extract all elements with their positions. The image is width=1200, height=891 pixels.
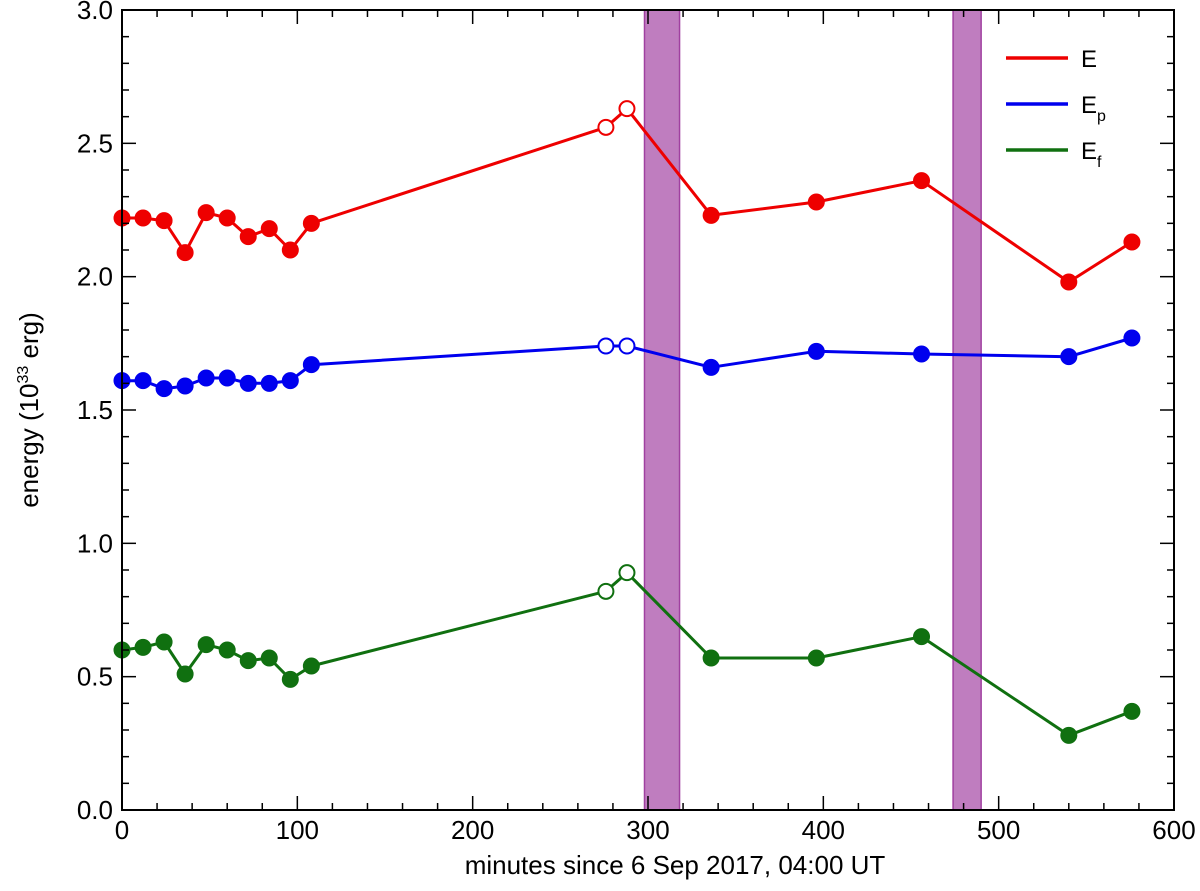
- y-tick-label: 1.5: [77, 395, 113, 425]
- series-1-point: [618, 100, 636, 118]
- series-1-point: [176, 244, 194, 262]
- y-tick-label: 2.0: [77, 262, 113, 292]
- series-1-point: [1123, 233, 1141, 251]
- x-axis-label: minutes since 6 Sep 2017, 04:00 UT: [465, 850, 886, 880]
- series-3-point: [155, 633, 173, 651]
- series-3-point: [807, 649, 825, 667]
- y-tick-label: 1.0: [77, 528, 113, 558]
- series-markers: [113, 100, 1141, 744]
- shaded-bands: [643, 9, 982, 811]
- series-3-point: [702, 649, 720, 667]
- series-1-point: [197, 204, 215, 222]
- series-3-point: [239, 652, 257, 670]
- legend-label-subscript: p: [1097, 108, 1106, 125]
- x-tick-label: 500: [977, 815, 1020, 845]
- series-1-point: [281, 241, 299, 259]
- legend-label-text: E: [1081, 46, 1097, 73]
- series-3-point: [913, 628, 931, 646]
- series-2-point: [302, 356, 320, 374]
- series-3-point: [1123, 702, 1141, 720]
- series-3-point: [302, 657, 320, 675]
- series-3-point: [260, 649, 278, 667]
- legend-label-1: E: [1081, 46, 1097, 73]
- series-1-point: [134, 209, 152, 227]
- series-2-point: [155, 380, 173, 398]
- series-2-point: [702, 358, 720, 376]
- y-axis-label: energy (1033 erg): [14, 312, 44, 508]
- series-2-point: [218, 369, 236, 387]
- x-tick-label: 600: [1152, 815, 1195, 845]
- series-1-point: [913, 172, 931, 190]
- x-tick-label: 100: [276, 815, 319, 845]
- series-3-point: [218, 641, 236, 659]
- series-2-point: [134, 372, 152, 390]
- series-3-point: [1060, 726, 1078, 744]
- legend-label-subscript: f: [1097, 154, 1102, 171]
- y-axis-label-main: energy (10: [14, 383, 44, 507]
- y-axis-label-unit: erg): [14, 312, 44, 365]
- series-1-point: [155, 212, 173, 230]
- series-1-point: [702, 206, 720, 224]
- x-tick-label: 400: [802, 815, 845, 845]
- y-tick-label: 3.0: [77, 0, 113, 25]
- legend-label-text: E: [1081, 138, 1097, 165]
- series-2-point: [618, 337, 636, 355]
- series-3-point: [597, 582, 615, 600]
- series-2-point: [1060, 348, 1078, 366]
- series-2-point: [597, 337, 615, 355]
- series-2-point: [807, 342, 825, 360]
- series-1-point: [239, 228, 257, 246]
- y-axis-label-exponent: 33: [15, 366, 32, 384]
- series-3-point: [176, 665, 194, 683]
- series-3-point: [281, 670, 299, 688]
- x-tick-label: 0: [115, 815, 129, 845]
- series-1-point: [302, 214, 320, 232]
- series-2-point: [239, 374, 257, 392]
- series-1-point: [807, 193, 825, 211]
- axis-ticks: [121, 9, 1175, 811]
- series-2-point: [260, 374, 278, 392]
- series-2-point: [913, 345, 931, 363]
- legend-label-text: E: [1081, 92, 1097, 119]
- axis-tick-labels: 0 100 200 300 400 500 600 0.0 0.5 1.0 1.5 2.0 2.5 3.0: [77, 0, 1196, 845]
- series-1-point: [260, 220, 278, 238]
- series-1-point: [1060, 273, 1078, 291]
- y-tick-label: 0.0: [77, 795, 113, 825]
- legend-label-2: Ep: [1081, 92, 1106, 125]
- series-1-point: [218, 209, 236, 227]
- series-3-point: [618, 564, 636, 582]
- shaded-band-1: [643, 9, 681, 811]
- x-tick-label: 200: [451, 815, 494, 845]
- series-3-point: [197, 636, 215, 654]
- series-2-point: [176, 377, 194, 395]
- y-tick-label: 0.5: [77, 662, 113, 692]
- series-3-point: [134, 638, 152, 656]
- shaded-band-2: [952, 9, 982, 811]
- series-2-point: [1123, 329, 1141, 347]
- legend-label-3: Ef: [1081, 138, 1102, 171]
- x-tick-label: 300: [626, 815, 669, 845]
- y-tick-label: 2.5: [77, 128, 113, 158]
- series-1-point: [597, 118, 615, 136]
- series-2-point: [197, 369, 215, 387]
- series-2-point: [281, 372, 299, 390]
